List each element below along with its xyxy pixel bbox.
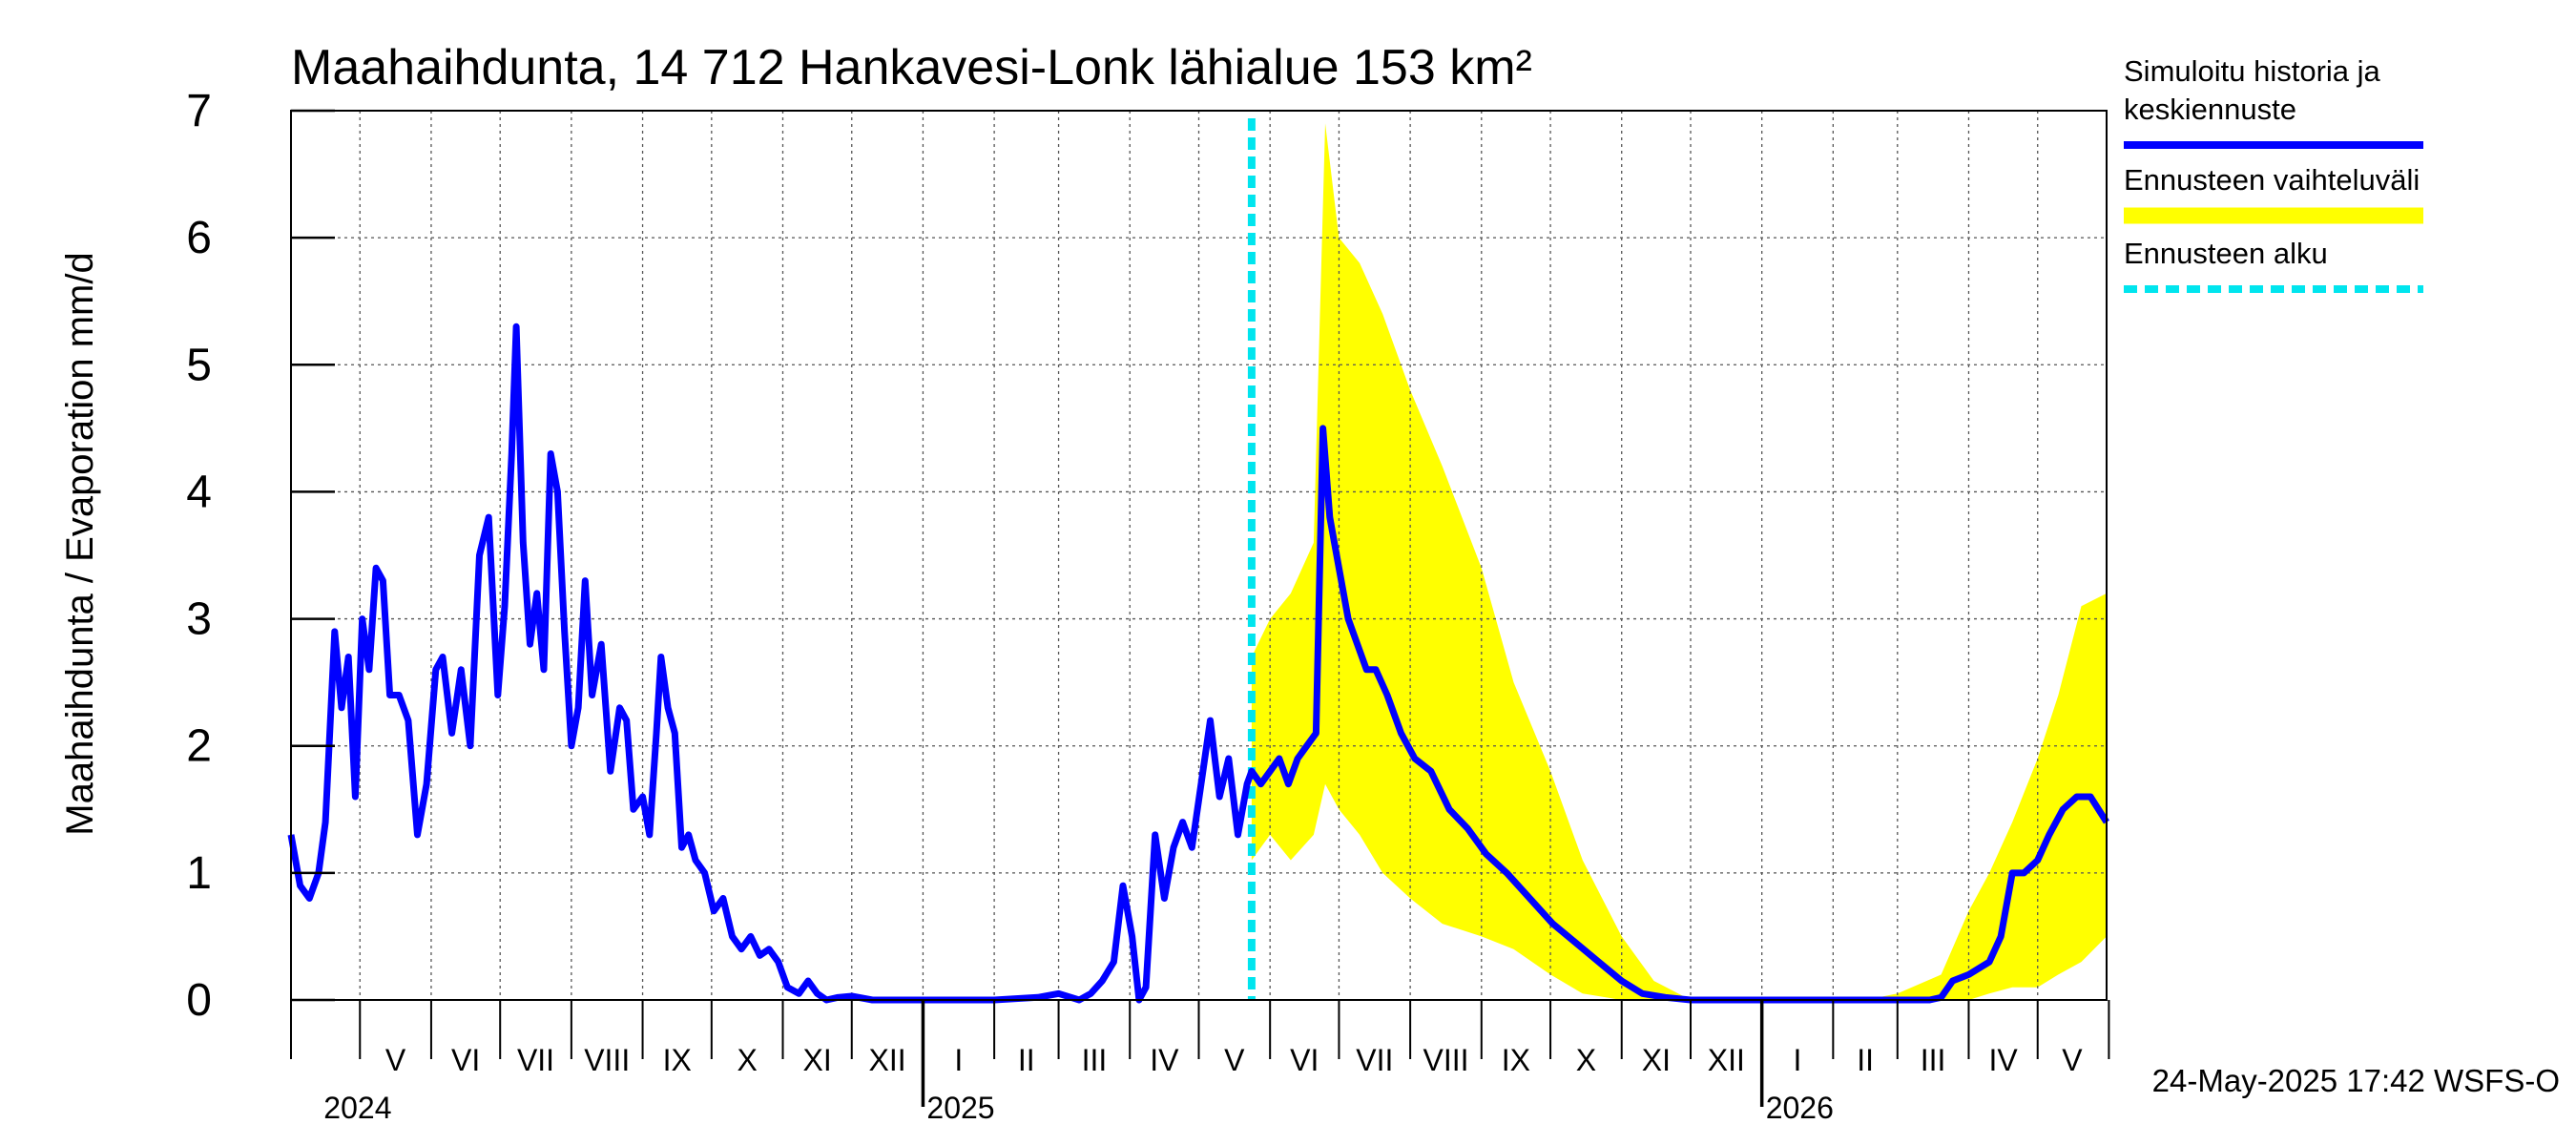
legend: Simuloitu historia ja keskiennuste Ennuste…: [2124, 54, 2423, 293]
y-tick-label: 4: [186, 467, 212, 517]
month-label: XII: [869, 1043, 906, 1077]
legend-label: Simuloitu historia ja: [2124, 54, 2381, 88]
chart-title: Maahaihdunta, 14 712 Hankavesi-Lonk lähi…: [291, 40, 1532, 95]
month-label: IX: [663, 1043, 692, 1077]
month-label: IX: [1502, 1043, 1530, 1077]
month-label: VIII: [1423, 1043, 1468, 1077]
month-label: VII: [517, 1043, 554, 1077]
month-label: V: [2062, 1043, 2083, 1077]
month-label: VI: [1290, 1043, 1319, 1077]
month-label: X: [1576, 1043, 1596, 1077]
year-label: 2025: [926, 1091, 994, 1125]
grid: [291, 110, 2107, 1000]
forecast-range-band: [1251, 123, 2107, 1001]
month-label: XI: [1642, 1043, 1671, 1077]
y-tick-label: 0: [186, 975, 212, 1026]
legend-label: Ennusteen alku: [2124, 237, 2328, 270]
legend-label: keskiennuste: [2124, 93, 2296, 126]
forecast-range-area: [1251, 123, 2107, 1001]
month-label: I: [954, 1043, 963, 1077]
month-label: II: [1018, 1043, 1035, 1077]
month-label: XII: [1708, 1043, 1745, 1077]
month-label: II: [1857, 1043, 1874, 1077]
axes: [290, 109, 2110, 1107]
y-tick-label: 1: [186, 848, 212, 899]
year-label: 2026: [1766, 1091, 1834, 1125]
y-axis-label: Maahaihdunta / Evaporation mm/d: [59, 252, 101, 835]
y-tick-label: 7: [186, 86, 212, 136]
y-tick-label: 3: [186, 594, 212, 645]
month-label: IV: [1150, 1043, 1179, 1077]
legend-label: Ennusteen vaihteluväli: [2124, 163, 2420, 197]
y-tick-label: 5: [186, 340, 212, 390]
month-label: III: [1921, 1043, 1946, 1077]
month-label: V: [385, 1043, 406, 1077]
y-tick-label: 2: [186, 721, 212, 772]
month-label: X: [737, 1043, 758, 1077]
month-label: III: [1082, 1043, 1108, 1077]
month-label: VII: [1356, 1043, 1393, 1077]
month-label: I: [1794, 1043, 1802, 1077]
year-label: 2024: [323, 1091, 391, 1125]
y-tick-label: 6: [186, 213, 212, 263]
month-label: XI: [802, 1043, 831, 1077]
footer-timestamp: 24-May-2025 17:42 WSFS-O: [2152, 1063, 2560, 1098]
month-label: V: [1224, 1043, 1245, 1077]
month-label: VIII: [584, 1043, 630, 1077]
month-label: IV: [1988, 1043, 2018, 1077]
y-tick-labels: 0 1 2 3 4 5 6 7: [186, 86, 212, 1026]
month-label: VI: [451, 1043, 480, 1077]
x-axis-labels: V VI VII VIII IX X XI XII I II III IV V VI VII VIII IX X X…: [323, 1043, 2083, 1125]
